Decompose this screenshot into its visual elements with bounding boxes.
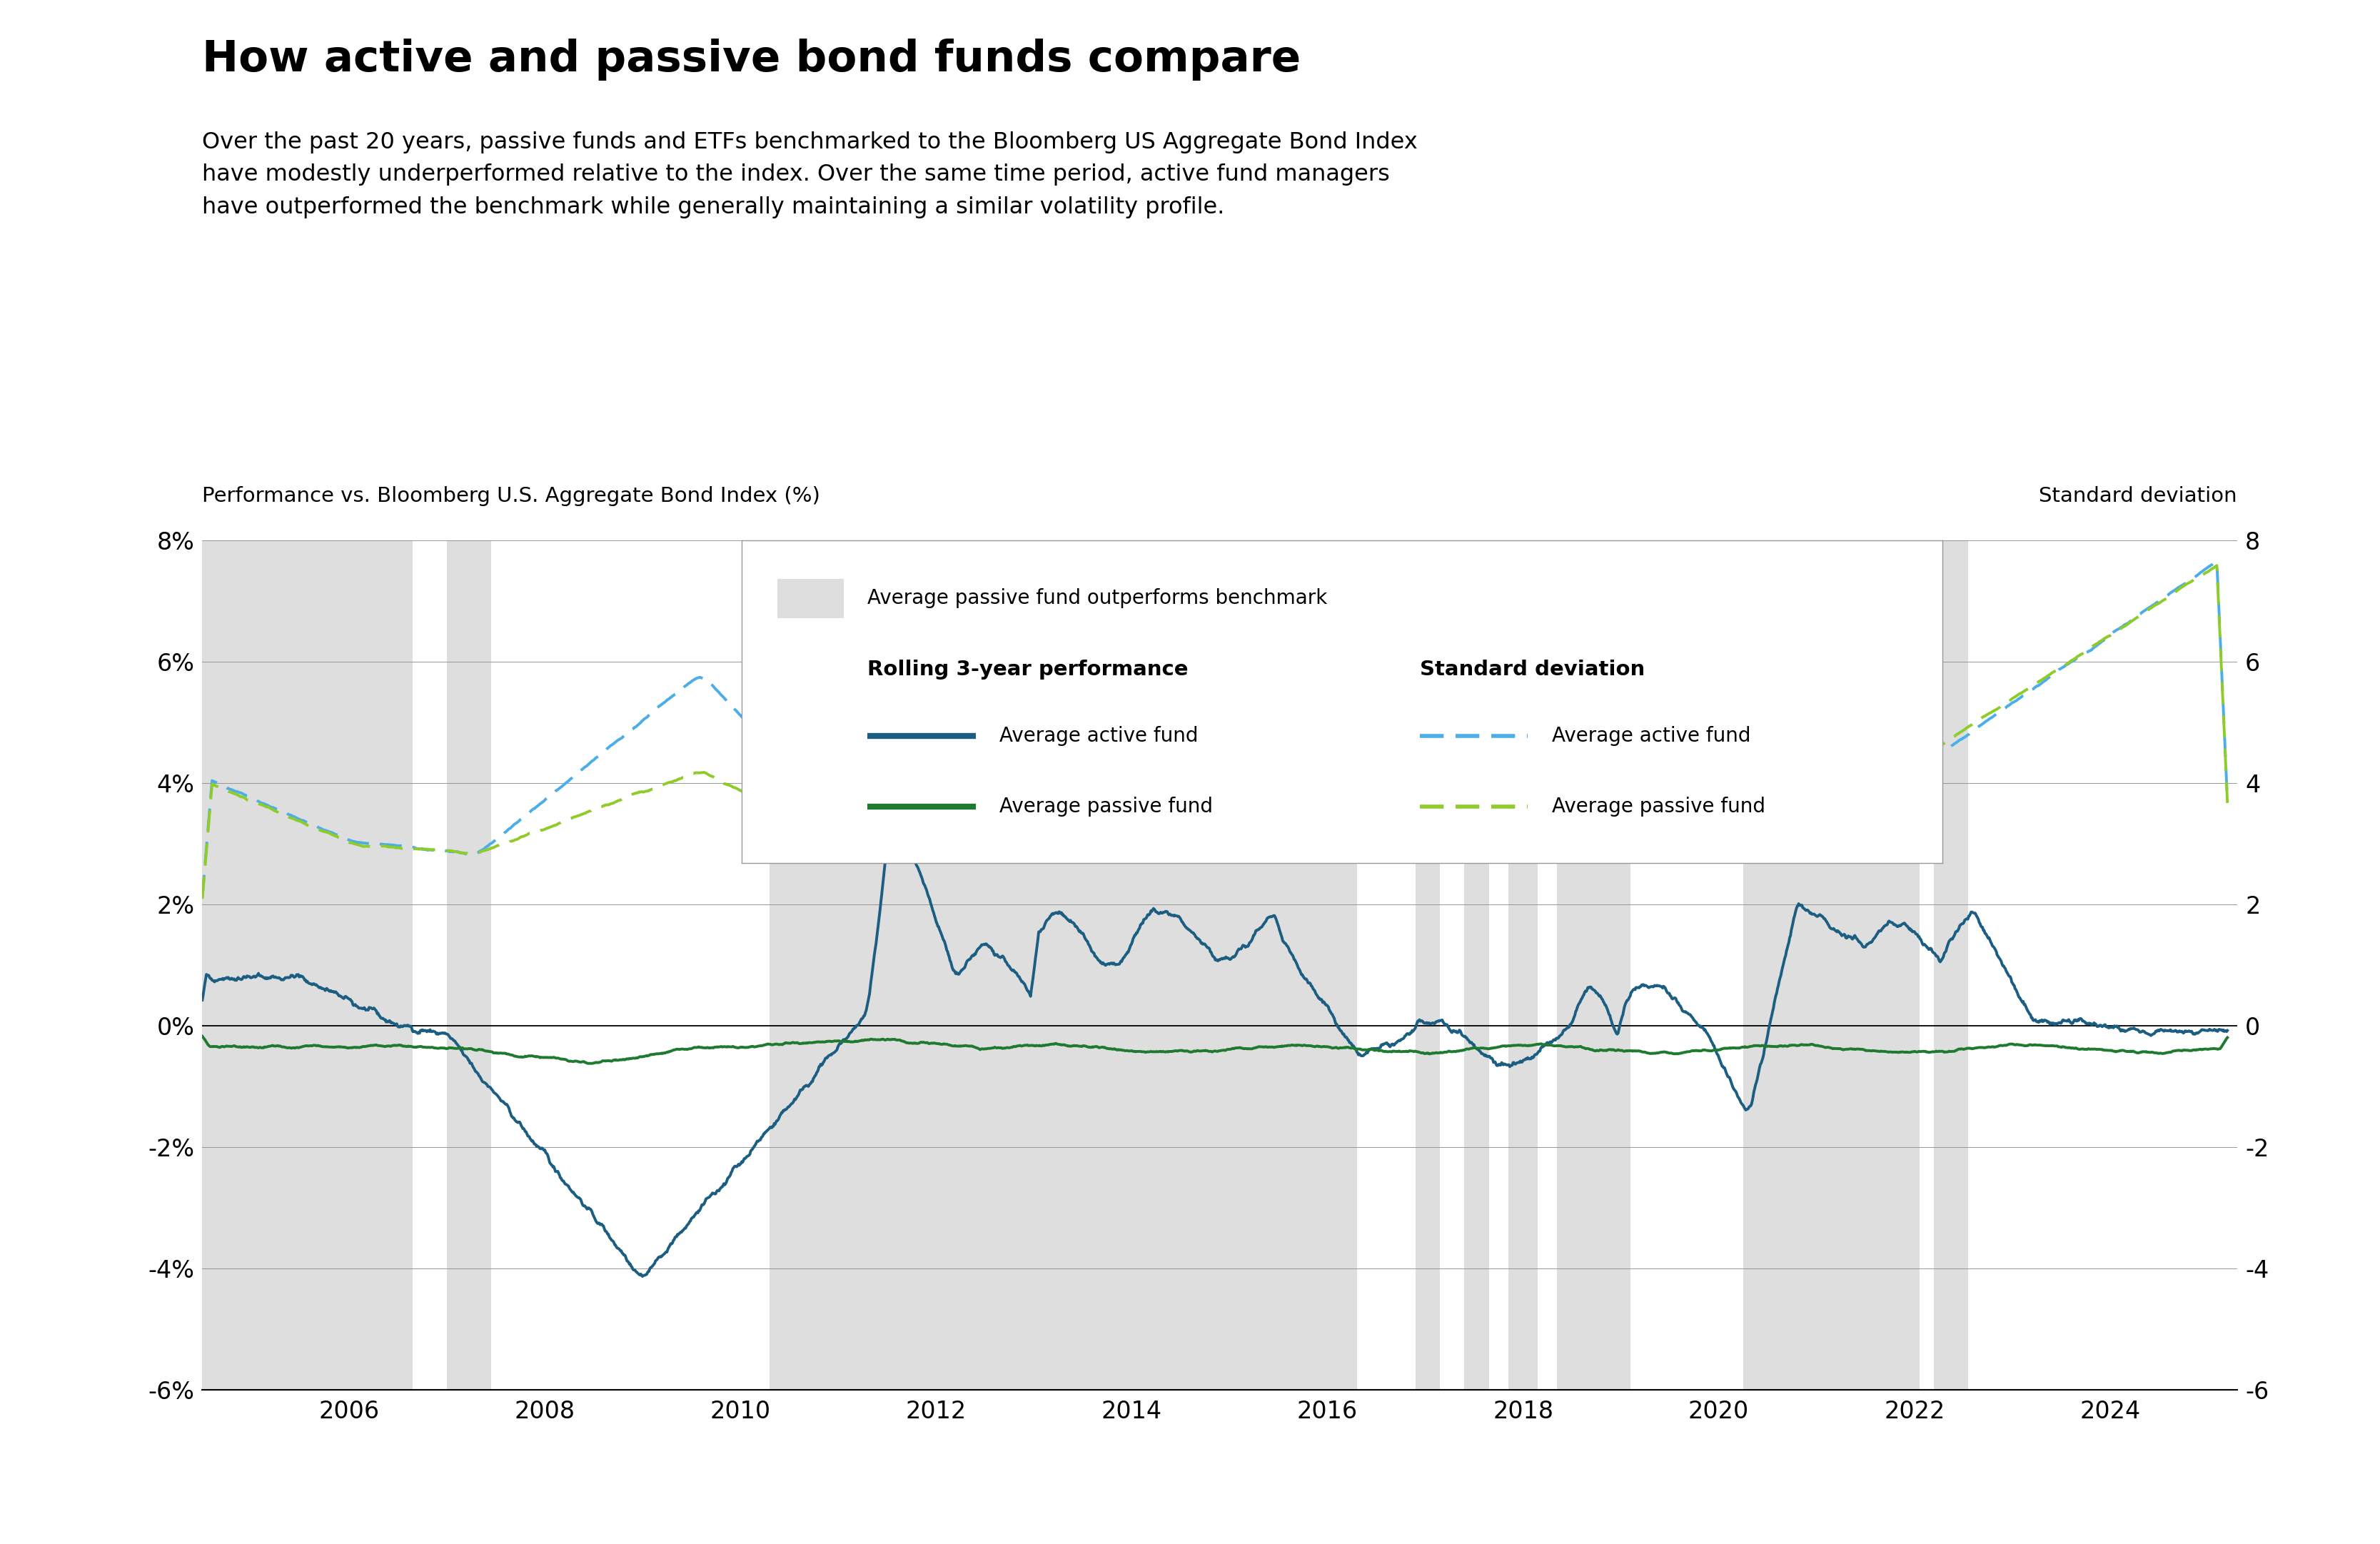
Text: Average passive fund outperforms benchmark: Average passive fund outperforms benchma… <box>869 588 1328 608</box>
Text: Average passive fund: Average passive fund <box>1000 797 1214 817</box>
Bar <box>1557 540 1630 1390</box>
Bar <box>1416 540 1440 1390</box>
Bar <box>778 579 843 618</box>
Text: Standard deviation: Standard deviation <box>1421 659 1645 679</box>
Text: How active and passive bond funds compare: How active and passive bond funds compar… <box>202 39 1302 80</box>
Text: Rolling 3-year performance: Rolling 3-year performance <box>869 659 1188 679</box>
Text: Over the past 20 years, passive funds and ETFs benchmarked to the Bloomberg US A: Over the past 20 years, passive funds an… <box>202 131 1418 218</box>
Bar <box>447 540 490 1390</box>
Text: Average active fund: Average active fund <box>1552 726 1752 746</box>
Text: Average passive fund: Average passive fund <box>1552 797 1766 817</box>
Bar <box>1509 540 1537 1390</box>
Bar <box>1742 540 1918 1390</box>
Text: Standard deviation: Standard deviation <box>2040 486 2237 506</box>
Bar <box>1935 540 1968 1390</box>
Text: Performance vs. Bloomberg U.S. Aggregate Bond Index (%): Performance vs. Bloomberg U.S. Aggregate… <box>202 486 821 506</box>
Bar <box>1464 540 1490 1390</box>
Bar <box>769 540 1357 1390</box>
Bar <box>202 540 412 1390</box>
Text: Average active fund: Average active fund <box>1000 726 1200 746</box>
